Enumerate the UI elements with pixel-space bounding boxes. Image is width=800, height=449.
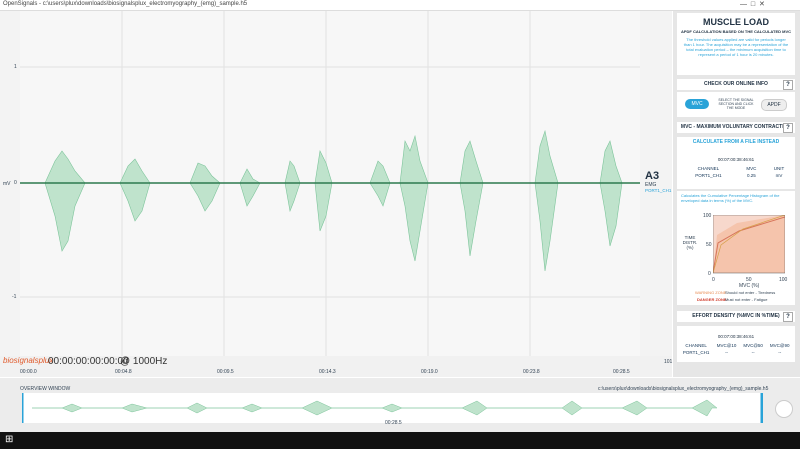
clock: 00:00:00:00:00:00 bbox=[48, 356, 129, 367]
apdf-xlabel: MVC (%) bbox=[739, 283, 760, 289]
online-info-text: CHECK OUR ONLINE INFO bbox=[704, 81, 768, 87]
effort-table: CHANNEL MVC@10 MVC@50 MVC@90 PORT1_CH1 -- -- -… bbox=[679, 342, 793, 356]
title-bar: OpenSignals - c:\users\plux\downloads\bi… bbox=[0, 0, 800, 11]
help[interactable]: ? bbox=[783, 80, 793, 90]
apdf-ytick: 0 bbox=[708, 271, 711, 277]
effort-time: 00:07:00:38:46:61 bbox=[717, 334, 755, 339]
plot bbox=[0, 11, 672, 377]
th: CHANNEL bbox=[697, 166, 720, 171]
window-title: OpenSignals - c:\users\plux\downloads\bi… bbox=[3, 1, 248, 7]
warning-zone: WARNING ZONE bbox=[695, 290, 727, 295]
mvc-title: MVC - MAXIMUM VOLUNTARY CONTRACTION bbox=[680, 124, 792, 130]
brand: biosignalsplux bbox=[3, 356, 54, 365]
help[interactable]: ? bbox=[783, 123, 793, 133]
time-label: 00:00.0 bbox=[20, 369, 37, 375]
mvc-box: CALCULATE FROM A FILE INSTEAD 00:07:00:3… bbox=[677, 137, 795, 189]
y-unit: mV bbox=[3, 181, 11, 187]
mode-apdf[interactable]: APDF bbox=[761, 99, 787, 111]
overview-title: OVERVIEW WINDOW bbox=[20, 386, 71, 392]
mvc-table: CHANNEL MVC UNIT PORT1_CH1 0.25 mV bbox=[679, 165, 793, 179]
time-label: 00:09.5 bbox=[217, 369, 234, 375]
overview-signal[interactable] bbox=[22, 393, 763, 423]
panel-title: MUSCLE LOAD bbox=[703, 17, 769, 27]
td: -- bbox=[725, 350, 729, 355]
emg-signal bbox=[20, 129, 640, 272]
apdf-xtick: 100 bbox=[779, 277, 788, 283]
taskbar: ⊞ bbox=[0, 432, 800, 449]
th: MVC bbox=[746, 166, 757, 171]
td: PORT1_CH1 bbox=[695, 173, 722, 178]
overview-end: 00:28.5 bbox=[385, 420, 402, 426]
th: UNIT bbox=[773, 166, 785, 171]
panel-header: MUSCLE LOAD APDF CALCULATION BASED ON TH… bbox=[677, 13, 795, 75]
danger-zone: DANGER ZONE bbox=[697, 297, 727, 302]
calc-file[interactable]: CALCULATE FROM A FILE INSTEAD bbox=[692, 139, 780, 145]
th: MVC@90 bbox=[769, 343, 790, 348]
zoom[interactable]: 101 bbox=[664, 359, 673, 365]
warning-text: Should not enter - Tiredness bbox=[725, 290, 776, 295]
apdf-ytick: 100 bbox=[703, 213, 712, 219]
record-button[interactable] bbox=[775, 400, 793, 418]
time-label: 00:04.8 bbox=[115, 369, 132, 375]
help[interactable]: ? bbox=[783, 312, 793, 322]
apdf-xtick: 50 bbox=[746, 277, 752, 283]
overview-panel: OVERVIEW WINDOW c:\users\plux\downloads\… bbox=[0, 378, 800, 432]
online-info[interactable]: CHECK OUR ONLINE INFO? bbox=[677, 79, 795, 90]
mode-mvc[interactable]: MVC bbox=[685, 99, 709, 109]
td: -- bbox=[751, 350, 755, 355]
y-label: -1 bbox=[12, 294, 17, 300]
channel-type: EMG bbox=[645, 182, 657, 188]
apdf-chart bbox=[713, 215, 785, 274]
channel-port: PORT1_CH1 bbox=[645, 188, 672, 193]
danger-text: Must not enter - Fatigue bbox=[725, 297, 768, 302]
mvc-header: MVC - MAXIMUM VOLUNTARY CONTRACTION? bbox=[677, 122, 795, 133]
time-label: 00:14.3 bbox=[319, 369, 336, 375]
mode-box: MVC SELECT THE SIGNAL SECTION AND CLICK … bbox=[677, 92, 795, 117]
mvc-time: 00:07:00:38:46:61 bbox=[717, 157, 755, 162]
td: 0.25 bbox=[747, 173, 756, 178]
effort-title: EFFORT DENSITY (%MVC IN %TIME) bbox=[692, 313, 780, 319]
effort-box: 00:07:00:38:46:61 CHANNEL MVC@10 MVC@50 MVC… bbox=[677, 326, 795, 362]
apdf-ylabel: TIME DISTR. (%) bbox=[682, 235, 698, 250]
start-button[interactable]: ⊞ bbox=[5, 434, 14, 445]
y-label: 1 bbox=[14, 64, 17, 70]
apdf-note: Calculates the Cumulative Percentage His… bbox=[681, 193, 780, 203]
time-label: 00:28.5 bbox=[613, 369, 630, 375]
time-label: 00:19.0 bbox=[421, 369, 438, 375]
y-label: 0 bbox=[14, 180, 17, 186]
apdf-ytick: 50 bbox=[706, 242, 712, 248]
th: MVC@10 bbox=[716, 343, 737, 348]
overview-file: c:\users\plux\downloads\biosignalsplux_e… bbox=[598, 386, 769, 392]
rate: @ 1000Hz bbox=[120, 356, 168, 367]
time-label: 00:23.8 bbox=[523, 369, 540, 375]
panel-subtitle: APDF CALCULATION BASED ON THE CALCULATED… bbox=[680, 29, 792, 34]
window-controls[interactable]: — □ ✕ bbox=[740, 1, 765, 8]
td: mV bbox=[775, 173, 783, 178]
apdf-xtick: 0 bbox=[712, 277, 715, 283]
panel-note: The threshold values applied are valid f… bbox=[683, 37, 789, 57]
td: -- bbox=[778, 350, 782, 355]
effort-header: EFFORT DENSITY (%MVC IN %TIME)? bbox=[677, 311, 795, 322]
td: PORT1_CH1 bbox=[682, 350, 710, 355]
mode-hint: SELECT THE SIGNAL SECTION AND CLICK THE … bbox=[718, 98, 754, 110]
th: MVC@50 bbox=[743, 343, 763, 348]
apdf-box: Calculates the Cumulative Percentage His… bbox=[677, 191, 795, 305]
channel-name: A3 bbox=[645, 170, 660, 182]
th: CHANNEL bbox=[685, 343, 707, 348]
